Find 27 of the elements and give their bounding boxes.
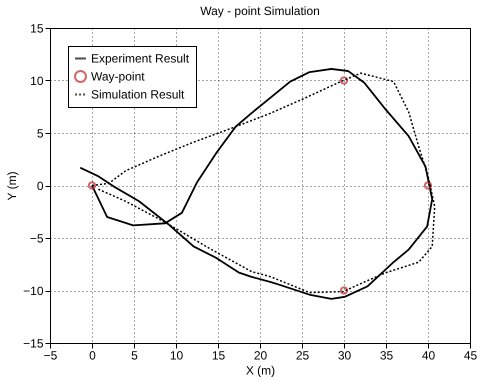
x-tick-label: 0 bbox=[89, 348, 96, 362]
x-axis-title: X (m) bbox=[246, 364, 276, 378]
y-tick-label: 0 bbox=[36, 179, 44, 193]
legend-label: Experiment Result bbox=[91, 52, 190, 66]
x-tick-label: 10 bbox=[170, 348, 184, 362]
y-tick-label: 5 bbox=[36, 126, 44, 140]
x-tick-label: 35 bbox=[380, 348, 394, 362]
x-tick-label: 45 bbox=[464, 348, 478, 362]
y-tick-label: 15 bbox=[30, 22, 44, 36]
point bbox=[340, 76, 348, 85]
chart-title: Way - point Simulation bbox=[200, 4, 320, 18]
x-tick-label: 15 bbox=[212, 348, 226, 362]
x-tick-label: 30 bbox=[338, 348, 352, 362]
y-tick-label: −15 bbox=[23, 336, 44, 350]
legend-label: Way-point bbox=[91, 70, 146, 84]
point bbox=[88, 181, 96, 190]
y-axis-title: Y (m) bbox=[5, 171, 20, 201]
y-tick-label: −5 bbox=[30, 232, 44, 246]
y-tick-label: 10 bbox=[30, 74, 44, 88]
legend-label: Simulation Result bbox=[91, 88, 186, 102]
x-tick-label: 40 bbox=[422, 348, 436, 362]
x-tick-label: 25 bbox=[296, 348, 310, 362]
x-tick-label: 20 bbox=[254, 348, 268, 362]
point bbox=[340, 286, 348, 295]
point bbox=[424, 181, 432, 190]
y-tick-label: −10 bbox=[23, 284, 44, 298]
x-tick-label: 5 bbox=[131, 348, 138, 362]
